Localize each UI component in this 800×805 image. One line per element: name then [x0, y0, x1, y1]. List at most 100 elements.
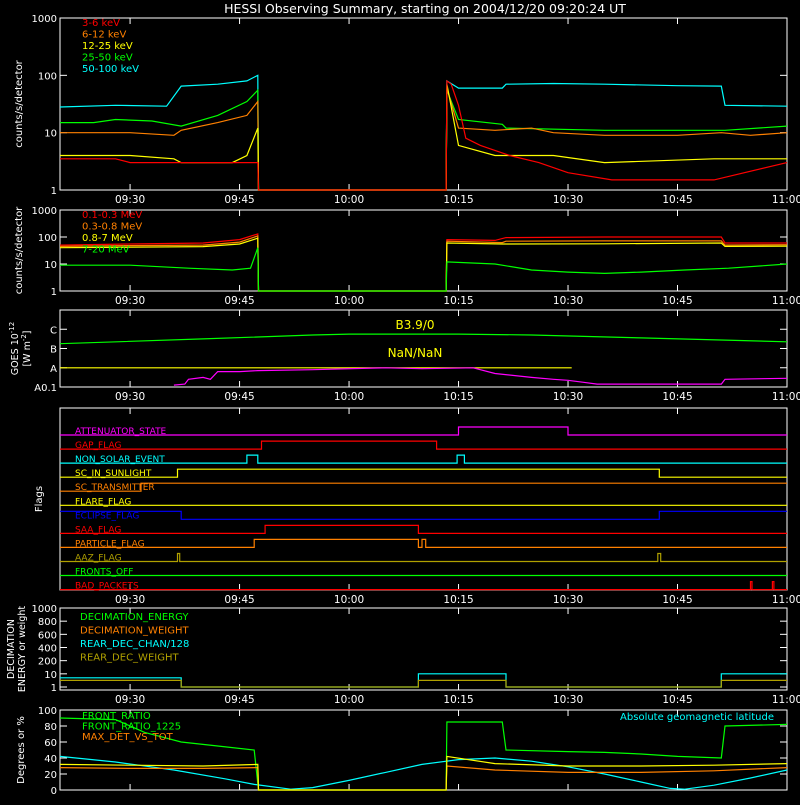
x-tick-label: 10:00 — [334, 694, 364, 706]
series-line — [60, 247, 788, 292]
goes-ratio-annotation: NaN/NaN — [388, 346, 443, 360]
legend-entry: DECIMATION_ENERGY — [80, 612, 189, 623]
y-tick-label: A0.1 — [34, 383, 57, 394]
series-line — [60, 679, 787, 688]
x-tick-label: 10:15 — [443, 694, 473, 706]
x-tick-label: 10:30 — [553, 391, 583, 403]
x-tick-label: 10:45 — [662, 194, 692, 206]
y-axis-label-2: ENERGY or weight — [17, 606, 28, 692]
x-tick-label: 09:30 — [115, 194, 145, 206]
flag-line — [60, 426, 787, 436]
legend-entry: MAX_DET_VS_TOT — [82, 732, 174, 743]
y-tick-label: 1 — [51, 287, 57, 298]
y-axis-label: counts/s/detector — [14, 206, 25, 294]
x-tick-label: 11:00 — [772, 295, 800, 307]
y-tick-label: 100 — [38, 71, 57, 82]
x-tick-label: 10:45 — [662, 594, 692, 606]
y-tick-label: 0 — [51, 786, 57, 797]
panel-rate-high: 09:30 09:45 10:00 10:15 10:30 10:45 11:00 1 10 10… — [14, 206, 800, 307]
series-line — [59, 755, 788, 791]
flag-label: AAZ_FLAG — [75, 553, 122, 563]
x-tick-label: 09:45 — [224, 194, 254, 206]
legend-entry: FRONT_RATIO — [82, 711, 151, 722]
y-tick-label: 60 — [44, 738, 57, 749]
x-tick-label: 10:00 — [334, 594, 364, 606]
x-tick-label: 10:45 — [662, 694, 692, 706]
x-tick-label: 10:45 — [662, 295, 692, 307]
legend-entry: 25-50 keV — [82, 53, 133, 64]
series-line — [59, 717, 788, 791]
y-axis-label-exponent: -12 — [8, 322, 16, 333]
y-tick-label: 10 — [44, 129, 57, 140]
x-tick-label: 10:30 — [553, 594, 583, 606]
y-tick-label: 10 — [44, 260, 57, 271]
panel-goes: 09:30 09:45 10:00 10:15 10:30 10:45 11:00 A0.1 A… — [8, 309, 800, 403]
x-tick-label: 10:30 — [553, 295, 583, 307]
x-tick-label: 09:30 — [115, 694, 145, 706]
x-tick-label: 10:00 — [334, 295, 364, 307]
x-tick-label: 10:45 — [662, 391, 692, 403]
y-tick-label: C — [50, 325, 57, 336]
legend-entry: 7-20 MeV — [82, 245, 130, 256]
x-tick-label: 11:00 — [772, 694, 800, 706]
legend-entry: REAR_DEC_WEIGHT — [80, 653, 179, 664]
x-tick-label: 09:30 — [115, 295, 145, 307]
y-tick-label: 800 — [38, 617, 57, 628]
flag-label: SC_TRANSMITTER — [75, 483, 155, 493]
legend-entry: 6-12 keV — [82, 30, 126, 41]
y-tick-label: 1 — [51, 683, 57, 694]
legend-entry: DECIMATION_WEIGHT — [80, 626, 189, 637]
y-tick-label: 1000 — [32, 206, 57, 217]
y-tick-label: B — [50, 345, 57, 356]
series-line — [59, 755, 788, 790]
flag-label: FLARE_FLAG — [75, 497, 131, 507]
flag-label: SAA_FLAG — [75, 525, 121, 535]
panel-rate-low: 09:30 09:45 10:00 10:15 10:30 10:45 11:00 1 10 10… — [14, 14, 800, 206]
chart-title: HESSI Observing Summary, starting on 200… — [224, 1, 626, 16]
y-tick-label: 80 — [44, 722, 57, 733]
x-tick-label: 09:45 — [224, 694, 254, 706]
x-tick-label: 09:30 — [115, 391, 145, 403]
flag-label: SC_IN_SUNLIGHT — [75, 469, 152, 479]
legend-entry: 0.3-0.8 MeV — [82, 222, 142, 233]
series-line — [59, 237, 788, 292]
legend-entry: 12-25 keV — [82, 41, 133, 52]
y-tick-label: 600 — [38, 630, 57, 641]
series-line — [60, 79, 788, 191]
x-tick-label: 10:00 — [334, 194, 364, 206]
x-tick-label: 10:15 — [443, 194, 473, 206]
flag-label: GAP_FLAG — [75, 441, 121, 451]
flag-label: PARTICLE_FLAG — [75, 539, 145, 549]
flag-line — [60, 538, 787, 549]
series-line — [59, 233, 787, 292]
y-tick-label: 100 — [38, 233, 57, 244]
y-tick-label: 100 — [38, 706, 57, 717]
flag-line — [60, 440, 787, 450]
x-tick-label: 10:15 — [443, 594, 473, 606]
y-axis-label: GOES 10-12 — [8, 322, 21, 375]
x-tick-label: 11:00 — [772, 391, 800, 403]
flag-line — [60, 468, 787, 478]
flag-label: NON_SOLAR_EVENT — [75, 455, 165, 465]
legend-entry: 0.8-7 MeV — [82, 233, 133, 244]
series-line — [60, 84, 787, 191]
y-axis-unit-exponent: -2 — [20, 334, 28, 341]
geomagnetic-annotation: Absolute geomagnetic latitude — [620, 712, 774, 723]
panel-flags: 09:30 09:45 10:00 10:15 10:30 10:45 11:00 Flags… — [34, 407, 800, 606]
y-axis-label: DECIMATION — [6, 619, 17, 679]
y-tick-label: 400 — [38, 644, 57, 655]
y-axis-label: Flags — [34, 486, 45, 512]
legend-entry: 50-100 keV — [82, 64, 139, 75]
panel-frame — [59, 607, 788, 691]
panel-frame — [59, 17, 788, 191]
legend-entry: REAR_DEC_CHAN/128 — [80, 639, 189, 650]
goes-class-annotation: B3.9/0 — [396, 318, 435, 332]
panel-fronts: 0 20 40 60 80 100 Degrees or % FRONT_RATIOFRONT… — [16, 706, 788, 797]
series-line — [173, 367, 788, 386]
series-line — [59, 74, 788, 191]
y-tick-label: 200 — [38, 657, 57, 668]
x-tick-label: 11:00 — [772, 194, 800, 206]
x-tick-label: 09:45 — [224, 295, 254, 307]
series-line — [60, 88, 788, 191]
